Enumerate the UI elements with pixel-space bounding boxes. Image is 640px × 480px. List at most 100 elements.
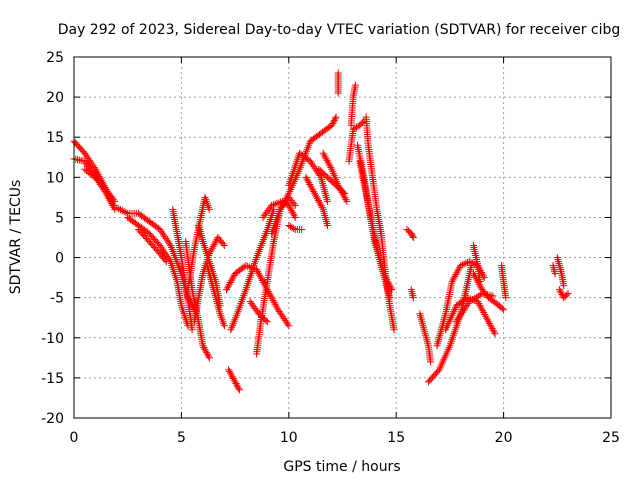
data-point	[263, 318, 271, 326]
data-point	[342, 196, 350, 204]
data-point	[276, 309, 284, 317]
series-arc16	[246, 298, 271, 326]
axis-ticks: 0 5 10 15 20 25 -20 -15 -10 -5 0 5 10 15 20 25	[41, 50, 620, 446]
data-point	[551, 270, 559, 278]
data-point	[161, 256, 169, 264]
data-point	[265, 289, 273, 297]
data-point	[335, 183, 343, 191]
x-tick-label: 0	[70, 430, 79, 446]
data-point	[232, 380, 240, 388]
data-point	[157, 243, 165, 251]
data-point	[323, 156, 331, 164]
data-point	[306, 157, 314, 165]
data-point	[343, 197, 351, 205]
data-point	[205, 205, 213, 213]
series-arc42	[555, 286, 572, 302]
series-arc39	[470, 242, 484, 286]
y-tick-label: -10	[41, 331, 64, 347]
data-point	[210, 241, 218, 249]
data-point	[268, 295, 276, 303]
data-point	[231, 378, 239, 386]
data-point	[247, 264, 255, 272]
y-tick-label: 10	[46, 170, 64, 186]
series-arc13	[225, 366, 243, 394]
data-point	[563, 291, 571, 299]
data-point	[457, 262, 465, 270]
data-point	[81, 157, 89, 165]
data-point	[311, 189, 319, 197]
data-point	[459, 307, 467, 315]
y-tick-label: 15	[46, 130, 64, 146]
data-point	[269, 201, 277, 209]
y-tick-label: 25	[46, 50, 64, 66]
data-point	[319, 149, 327, 157]
data-point	[273, 304, 281, 312]
data-point	[160, 231, 167, 239]
data-point	[117, 206, 125, 214]
x-tick-label: 15	[387, 430, 405, 446]
data-point	[285, 322, 293, 330]
data-point	[277, 204, 285, 212]
series-arc12	[203, 262, 228, 330]
data-point	[313, 195, 321, 203]
series-arc41	[553, 254, 568, 290]
data-point	[267, 293, 275, 301]
series-arc15	[223, 262, 293, 330]
data-point	[474, 298, 482, 306]
data-point	[91, 165, 99, 173]
data-point	[409, 234, 417, 241]
data-point	[564, 290, 572, 298]
data-point	[157, 227, 165, 235]
data-point	[315, 198, 323, 206]
data-point	[230, 376, 238, 384]
data-point	[336, 185, 344, 193]
data-point	[324, 158, 332, 166]
data-point	[120, 208, 128, 216]
data-point	[314, 197, 322, 205]
data-point	[328, 121, 336, 129]
data-point	[390, 326, 398, 334]
data-point	[276, 205, 284, 213]
data-point	[122, 208, 130, 216]
data-point	[454, 316, 462, 324]
data-point	[555, 286, 563, 294]
y-tick-label: -5	[50, 291, 64, 307]
data-point	[224, 282, 232, 290]
x-tick-label: 5	[177, 430, 186, 446]
data-point	[259, 278, 267, 286]
data-point	[87, 158, 95, 166]
data-point	[244, 262, 252, 270]
data-point	[234, 383, 242, 391]
data-point	[283, 193, 291, 201]
data-point	[255, 269, 263, 277]
data-point	[290, 224, 298, 232]
data-point	[83, 161, 91, 169]
data-point	[409, 232, 417, 240]
grid-lines	[74, 57, 611, 418]
data-point	[556, 287, 564, 295]
series-arc24	[319, 149, 351, 205]
data-point	[480, 309, 488, 317]
data-point	[316, 200, 324, 208]
data-point	[282, 318, 290, 326]
series-arc22	[302, 173, 331, 229]
data-point	[334, 69, 342, 77]
data-point	[325, 160, 333, 168]
data-point	[451, 272, 459, 280]
data-point	[307, 182, 315, 190]
data-point	[242, 262, 250, 270]
data-point	[88, 160, 96, 168]
data-point	[307, 159, 315, 167]
data-point	[448, 278, 456, 286]
data-point	[161, 233, 169, 241]
data-point	[271, 300, 279, 308]
data-point	[327, 164, 335, 172]
data-point	[110, 196, 118, 204]
data-point	[156, 225, 164, 233]
data-point	[290, 200, 298, 208]
data-point	[317, 202, 325, 210]
series-arc30	[356, 157, 394, 302]
data-point	[320, 151, 328, 159]
series-arc6	[134, 225, 170, 266]
data-point	[82, 151, 90, 159]
